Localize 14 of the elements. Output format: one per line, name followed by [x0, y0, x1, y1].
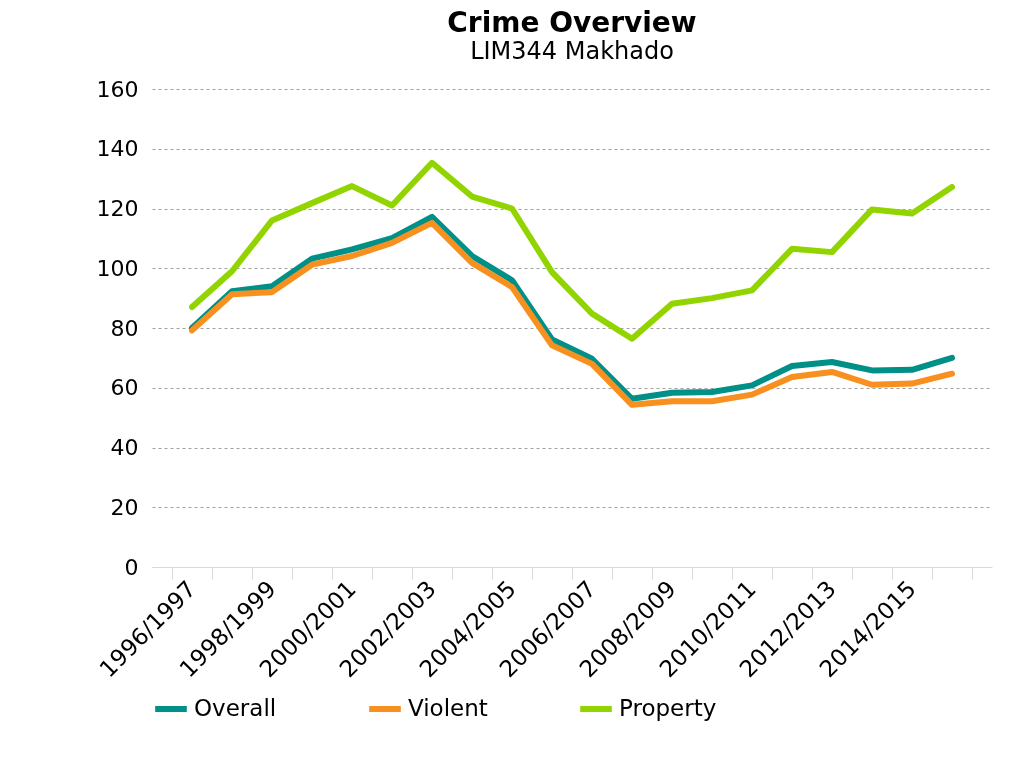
y-tick-label: 40 — [110, 435, 139, 460]
y-tick-label: 100 — [96, 255, 139, 281]
y-tick-label: 0 — [124, 554, 139, 580]
y-tick-label: 20 — [110, 494, 139, 520]
y-tick-label: 60 — [110, 375, 139, 401]
legend-label: Violent — [408, 695, 488, 721]
y-tick-label: 160 — [96, 76, 139, 102]
chart-subtitle: LIM344 Makhado — [470, 37, 674, 65]
y-tick-label: 80 — [110, 315, 139, 341]
y-tick-label: 120 — [96, 196, 139, 221]
legend-label: Property — [619, 695, 717, 721]
legend-label: Overall — [194, 695, 277, 721]
y-tick-label: 140 — [96, 136, 139, 162]
chart-title: Crime Overview — [447, 6, 697, 39]
